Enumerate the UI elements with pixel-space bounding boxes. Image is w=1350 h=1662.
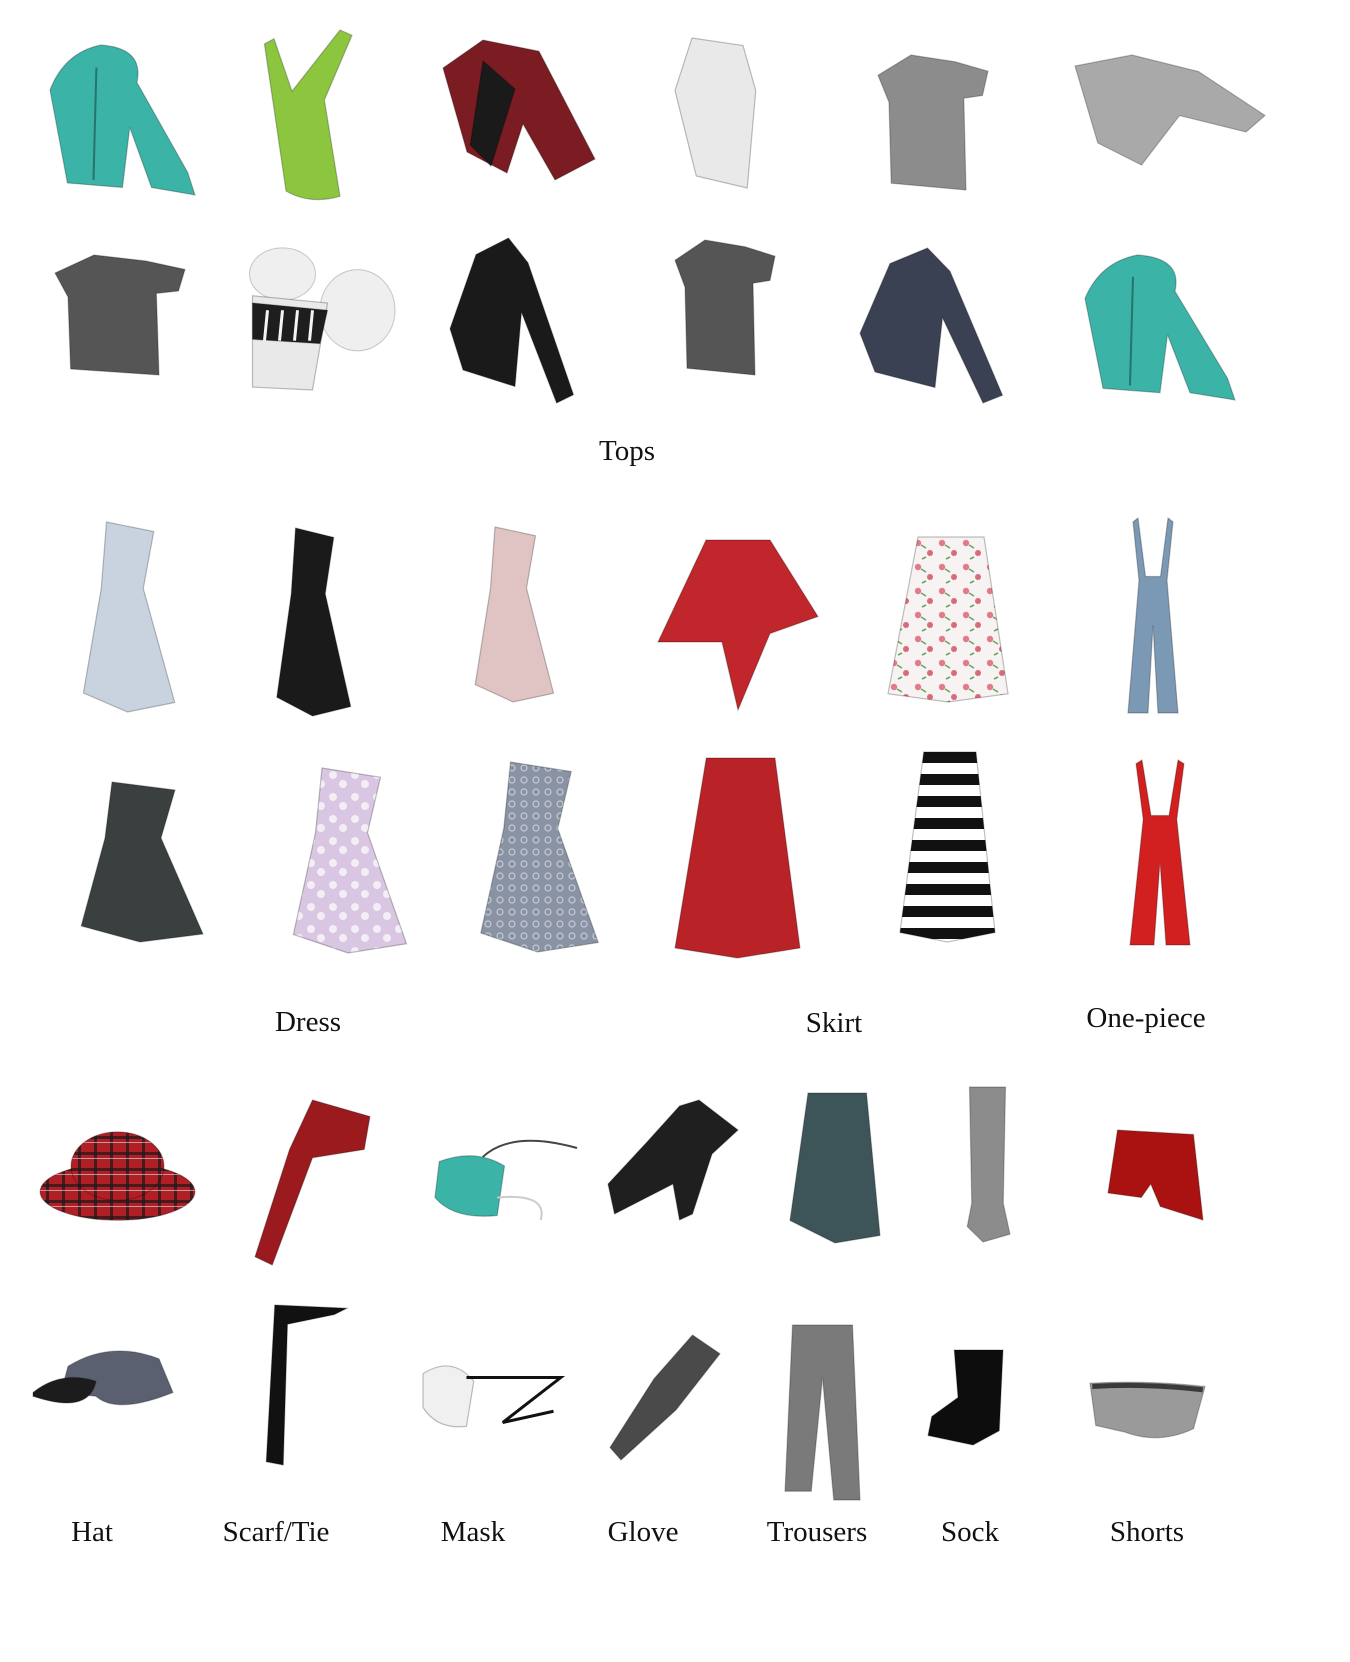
category-label-glove: Glove xyxy=(607,1516,679,1548)
blush-dress-icon xyxy=(474,526,555,703)
category-label-shorts: Shorts xyxy=(1109,1516,1185,1548)
slate-shorts-icon xyxy=(789,1092,881,1244)
category-label-skirt: Skirt xyxy=(805,1007,863,1039)
black-tie-icon xyxy=(265,1304,350,1466)
red-black-jacket-icon xyxy=(442,39,596,181)
black-cap-icon xyxy=(32,1350,174,1406)
lavender-floral-dress-icon xyxy=(292,767,408,954)
category-label-mask: Mask xyxy=(440,1516,506,1548)
grey-sock-icon xyxy=(966,1086,1011,1243)
grey-tshirt-icon xyxy=(877,54,989,191)
denim-overalls-icon xyxy=(1127,516,1179,714)
black-glove-icon xyxy=(607,1099,739,1221)
lime-tank-top-icon xyxy=(263,29,353,201)
striped-skirt-icon xyxy=(899,751,996,943)
category-label-sock: Sock xyxy=(941,1516,999,1548)
category-label-trousers: Trousers xyxy=(766,1516,868,1548)
navy-blazer-icon xyxy=(859,247,1004,404)
grey-tee-icon xyxy=(674,239,776,376)
grey-trousers-icon xyxy=(784,1324,861,1501)
category-label-dress: Dress xyxy=(274,1006,342,1038)
floral-skirt-icon xyxy=(887,536,1009,703)
red-skirt-icon xyxy=(657,539,819,712)
red-scarf-icon xyxy=(254,1099,371,1266)
white-turtleneck-icon xyxy=(674,37,757,189)
teal-blouse-icon xyxy=(1084,254,1236,401)
dark-grey-dress-icon xyxy=(80,781,204,943)
white-striped-puff-top-icon xyxy=(249,247,396,391)
grey-ruffle-top-icon xyxy=(54,254,186,376)
category-label-one-piece: One-piece xyxy=(1086,1002,1206,1034)
red-shorts-icon xyxy=(1107,1129,1204,1221)
teal-mask-icon xyxy=(434,1139,578,1221)
black-sock-icon xyxy=(927,1349,1004,1446)
red-jumpsuit-icon xyxy=(1129,759,1191,946)
lightblue-dress-icon xyxy=(82,521,176,713)
lace-dress-icon xyxy=(480,761,600,953)
black-white-dress-icon xyxy=(276,527,352,717)
teal-hoodie-icon xyxy=(49,44,196,196)
white-mask-icon xyxy=(422,1365,566,1428)
category-label-tops: Tops xyxy=(599,435,655,467)
category-label-scarf-tie: Scarf/Tie xyxy=(222,1516,330,1548)
black-jacket-icon xyxy=(449,237,575,404)
plaid-bucket-hat-icon xyxy=(39,1131,196,1221)
category-label-hat: Hat xyxy=(71,1516,113,1548)
grey-wrap-top-icon xyxy=(1074,54,1266,166)
grey-glove-icon xyxy=(609,1334,721,1461)
grey-briefs-icon xyxy=(1089,1381,1206,1439)
red-long-skirt-icon xyxy=(674,757,801,959)
